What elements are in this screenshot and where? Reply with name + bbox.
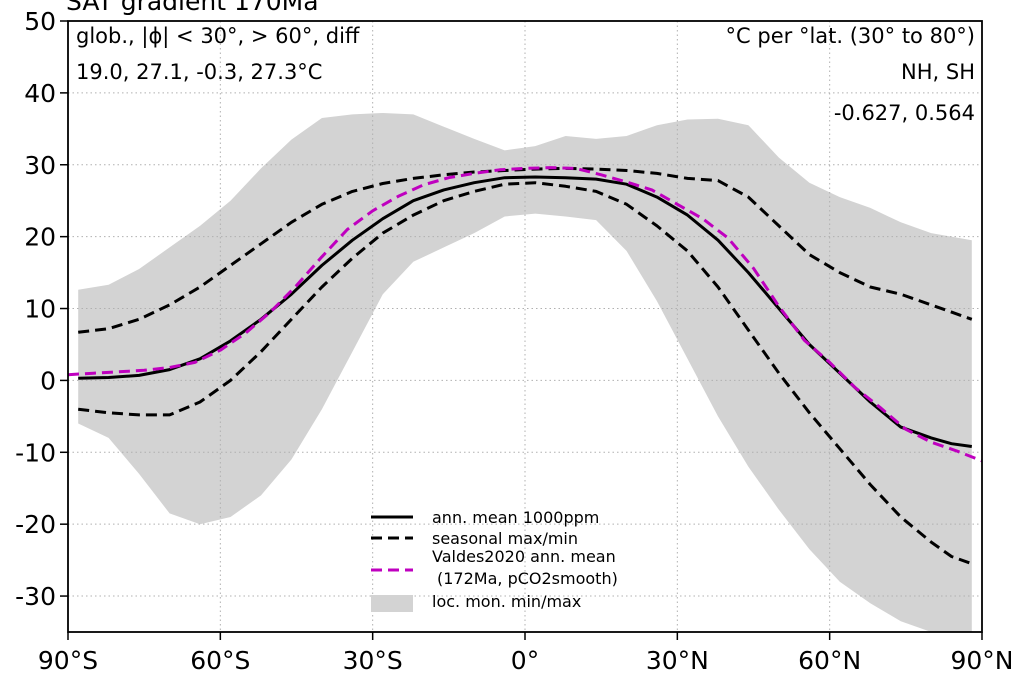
x-tick-label: 30°N xyxy=(646,646,709,675)
axes-layer: 90°S 60°S 30°S 0° 30°N 60°N 90°N 50 40 30 20 10 0 -10… xyxy=(15,7,1013,675)
annotation-top-left-line2: 19.0, 27.1, -0.3, 27.3°C xyxy=(76,60,322,84)
legend-label-valdes: Valdes2020 ann. mean xyxy=(432,547,616,566)
y-tick-label: -20 xyxy=(15,510,56,539)
x-tick-label: 90°S xyxy=(38,646,98,675)
y-tick-label: 20 xyxy=(24,223,56,252)
x-tick-label: 60°N xyxy=(798,646,861,675)
y-tick-label: -30 xyxy=(15,582,56,611)
annotation-top-right-line2: NH, SH xyxy=(901,60,975,84)
band-layer xyxy=(78,113,972,632)
y-tick-label: 30 xyxy=(24,151,56,180)
series-line-seasonal-min xyxy=(78,181,973,566)
x-tick-label: 60°S xyxy=(190,646,250,675)
x-tick-label: 30°S xyxy=(343,646,403,675)
annotation-top-right-line3: -0.627, 0.564 xyxy=(834,101,975,125)
annotation-top-left-line1: glob., |ϕ| < 30°, > 60°, diff xyxy=(76,24,360,49)
y-tick-label: 50 xyxy=(24,7,56,36)
y-tick-label: 10 xyxy=(24,295,56,324)
legend: ann. mean 1000ppm seasonal max/min Valde… xyxy=(371,508,618,612)
chart-title: SAT gradient 170Ma xyxy=(66,0,319,16)
legend-label-seasonal: seasonal max/min xyxy=(432,529,578,548)
series-layer xyxy=(67,166,983,566)
series-line-valdes2020-ann-mean-172ma-pco2smooth xyxy=(67,166,983,463)
y-tick-label: 0 xyxy=(40,366,56,395)
x-tick-label: 90°N xyxy=(950,646,1013,675)
annotation-top-right-line1: °C per °lat. (30° to 80°) xyxy=(726,24,975,48)
x-tick-label: 0° xyxy=(511,646,539,675)
y-tick-label: -10 xyxy=(15,438,56,467)
legend-label-valdes-line2: (172Ma, pCO2smooth) xyxy=(437,569,618,588)
legend-swatch-band xyxy=(371,595,413,612)
y-tick-label: 40 xyxy=(24,79,56,108)
legend-label-annual-mean: ann. mean 1000ppm xyxy=(432,508,599,527)
legend-label-band: loc. mon. min/max xyxy=(432,592,581,611)
band-loc-mon-min-max xyxy=(78,113,972,632)
